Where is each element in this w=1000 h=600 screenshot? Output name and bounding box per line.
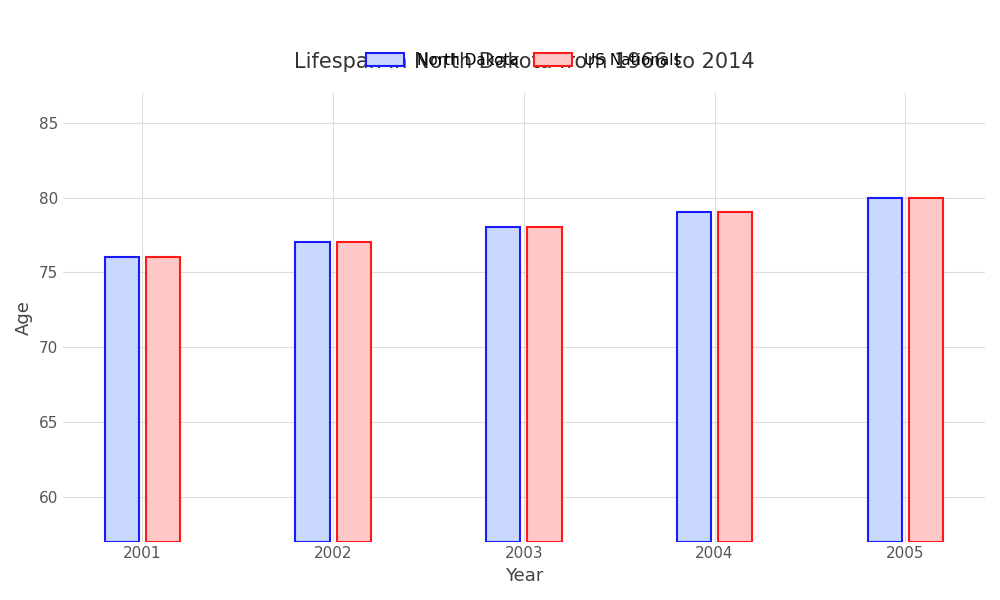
X-axis label: Year: Year [505, 567, 543, 585]
Bar [909, 197, 943, 542]
Bar [337, 242, 371, 542]
Bar [105, 257, 139, 542]
Bar [146, 257, 180, 542]
Bar [718, 212, 752, 542]
Y-axis label: Age: Age [15, 300, 33, 335]
Bar [527, 227, 562, 542]
Bar [868, 197, 902, 542]
Bar [295, 242, 330, 542]
Bar [677, 212, 711, 542]
Title: Lifespan in North Dakota from 1966 to 2014: Lifespan in North Dakota from 1966 to 20… [294, 52, 754, 72]
Bar [486, 227, 520, 542]
Legend: North Dakota, US Nationals: North Dakota, US Nationals [360, 47, 688, 74]
